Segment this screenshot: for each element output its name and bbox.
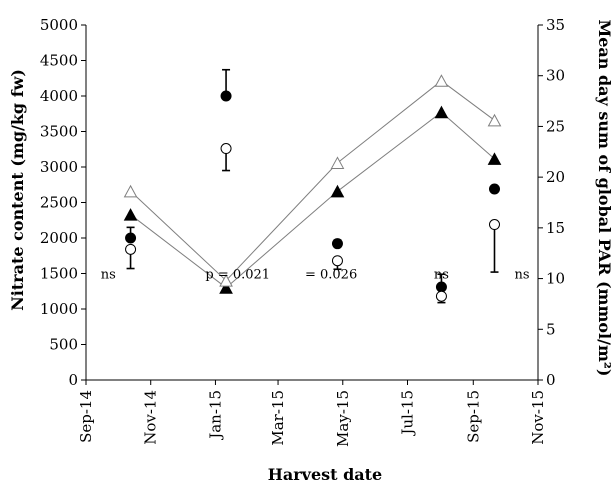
y-left-tick-label: 5000: [40, 16, 78, 34]
data-point-open-triangle: [219, 274, 233, 287]
data-point-filled-circle: [125, 232, 137, 244]
y-left-tick-label: 4500: [40, 52, 78, 70]
x-tick-label: May-15: [334, 390, 352, 447]
data-point-open-circle: [220, 143, 232, 155]
y-left-tick-label: 1000: [40, 300, 78, 318]
x-tick-label: Nov-15: [529, 390, 547, 445]
x-tick-label: Jan-15: [206, 390, 224, 441]
significance-annotation: ns: [101, 268, 116, 283]
data-point-filled-circle: [220, 90, 232, 102]
y-right-tick-label: 35: [546, 16, 565, 34]
significance-annotation: ns: [515, 268, 530, 283]
y-axis-title-left: Nitrate content (mg/kg fw): [8, 69, 27, 311]
y-left-tick-label: 500: [49, 336, 78, 354]
data-point-open-triangle: [123, 184, 138, 198]
data-point-open-triangle: [434, 74, 449, 87]
y-right-tick-label: 30: [546, 67, 565, 85]
data-point-open-circle: [331, 255, 343, 267]
x-tick-label: Jul-15: [398, 390, 416, 437]
data-point-open-circle: [125, 243, 137, 255]
x-tick-label: Sep-15: [464, 390, 482, 443]
data-point-filled-triangle: [434, 105, 449, 119]
data-point-filled-circle: [488, 183, 500, 195]
y-left-tick-label: 0: [68, 371, 78, 389]
markers: [123, 74, 502, 302]
y-right-tick-label: 20: [546, 168, 565, 186]
y-left-tick-label: 4000: [40, 87, 78, 105]
significance-annotation: p = 0.021: [205, 268, 270, 283]
y-right-tick-label: 25: [546, 117, 565, 135]
significance-annotation: ns: [434, 268, 449, 283]
data-point-open-triangle: [487, 113, 502, 127]
y-left-tick-label: 1500: [40, 265, 78, 283]
y-left-tick-label: 3500: [40, 123, 78, 141]
data-point-filled-triangle: [123, 208, 138, 221]
x-tick-label: Sep-14: [77, 390, 95, 443]
y-right-tick-label: 10: [546, 270, 565, 288]
y-left-tick-label: 2500: [40, 194, 78, 212]
data-point-open-circle: [435, 290, 447, 302]
y-left-tick-label: 3000: [40, 158, 78, 176]
series-line-filled-triangle: [130, 111, 495, 289]
x-tick-label: Mar-15: [269, 390, 287, 446]
data-point-filled-triangle: [487, 152, 502, 165]
ticks: 0 500 1000 1500 2000 2500 3000 3500 4000 4500 5000…: [40, 16, 565, 447]
data-point-filled-triangle: [219, 281, 233, 294]
axes: [85, 25, 539, 381]
data-point-filled-triangle: [330, 184, 345, 198]
annotations: ns p = 0.021 = 0.026 ns ns: [101, 268, 530, 283]
data-point-filled-circle: [331, 238, 343, 250]
y-right-tick-label: 5: [546, 320, 556, 338]
data-point-open-triangle: [330, 156, 345, 169]
data-point-filled-circle: [435, 281, 447, 293]
x-tick-label: Nov-14: [142, 390, 160, 445]
y-right-tick-label: 0: [546, 371, 556, 389]
significance-annotation: = 0.026: [305, 268, 357, 283]
data-point-open-circle: [488, 219, 500, 231]
y-left-tick-label: 2000: [40, 229, 78, 247]
y-axis-title-right: Mean day sum of global PAR (mmol/m²): [595, 20, 614, 377]
x-axis-title: Harvest date: [268, 465, 382, 484]
y-right-tick-label: 15: [546, 219, 565, 237]
